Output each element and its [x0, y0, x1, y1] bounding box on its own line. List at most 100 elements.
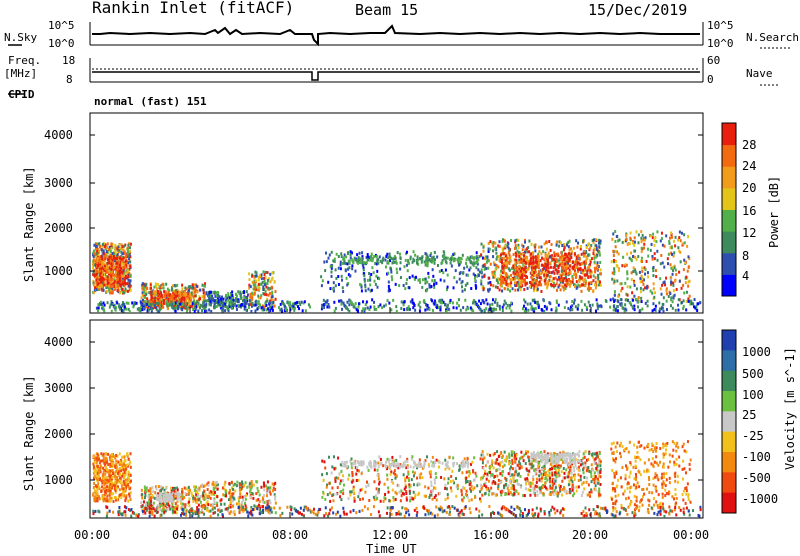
heatmap-cell [655, 275, 657, 278]
heatmap-cell [362, 307, 364, 310]
heatmap-cell [106, 250, 108, 253]
heatmap-cell [105, 276, 107, 279]
heatmap-cell [245, 498, 247, 501]
heatmap-cell [168, 505, 170, 508]
heatmap-cell [633, 267, 635, 270]
heatmap-cell [130, 243, 132, 246]
heatmap-cell [514, 281, 516, 284]
heatmap-cell [494, 301, 496, 304]
heatmap-cell [571, 275, 573, 278]
heatmap-cell [241, 501, 243, 504]
heatmap-cell [93, 244, 95, 247]
heatmap-cell [456, 307, 458, 310]
heatmap-cell [92, 263, 94, 266]
heatmap-cell [224, 309, 226, 312]
heatmap-cell [426, 308, 428, 311]
heatmap-cell [683, 299, 685, 302]
heatmap-cell [655, 240, 657, 243]
heatmap-cell [261, 273, 263, 276]
heatmap-cell [220, 301, 222, 304]
heatmap-cell [224, 503, 226, 506]
heatmap-cell [234, 303, 236, 306]
heatmap-cell [243, 296, 245, 299]
heatmap-cell [280, 303, 282, 306]
heatmap-cell [616, 235, 618, 238]
heatmap-cell [145, 283, 147, 286]
heatmap-cell [654, 236, 656, 239]
heatmap-cell [164, 494, 166, 497]
heatmap-cell [414, 309, 416, 312]
heatmap-cell [475, 266, 477, 269]
heatmap-cell [665, 289, 667, 292]
heatmap-cell [439, 270, 441, 273]
heatmap-cell [665, 234, 667, 237]
heatmap-cell [115, 454, 117, 457]
heatmap-cell [565, 273, 567, 276]
heatmap-cell [543, 274, 545, 277]
heatmap-cell [443, 255, 445, 258]
heatmap-cell [106, 485, 108, 488]
heatmap-cell [483, 287, 485, 290]
heatmap-cell [120, 285, 122, 288]
heatmap-cell [334, 258, 336, 261]
heatmap-cell [615, 260, 617, 263]
heatmap-cell [621, 264, 623, 267]
heatmap-cell [542, 264, 544, 267]
heatmap-cell [150, 291, 152, 294]
heatmap-cell [520, 260, 522, 263]
heatmap-cell [113, 500, 115, 503]
heatmap-cell [233, 484, 235, 487]
heatmap-cell [483, 301, 485, 304]
heatmap-cell [183, 496, 185, 499]
heatmap-cell [586, 246, 588, 249]
heatmap-cell [575, 260, 577, 263]
heatmap-cell [584, 273, 586, 276]
heatmap-cell [341, 275, 343, 278]
heatmap-cell [165, 499, 167, 502]
heatmap-cell [199, 289, 201, 292]
heatmap-cell [228, 491, 230, 494]
heatmap-cell [534, 285, 536, 288]
heatmap-cell [244, 502, 246, 505]
heatmap-cell [475, 261, 477, 264]
heatmap-cell [593, 274, 595, 277]
heatmap-cell [98, 259, 100, 262]
heatmap-cell [488, 259, 490, 262]
heatmap-cell [169, 499, 171, 502]
heatmap-cell [499, 305, 501, 308]
heatmap-cell [104, 462, 106, 465]
heatmap-cell [122, 288, 124, 291]
heatmap-cell [613, 259, 615, 262]
heatmap-cell [538, 250, 540, 253]
heatmap-cell [613, 272, 615, 275]
heatmap-cell [274, 495, 276, 498]
heatmap-cell [588, 275, 590, 278]
heatmap-cell [672, 300, 674, 303]
heatmap-cell [624, 303, 626, 306]
heatmap-cell [497, 286, 499, 289]
heatmap-cell [687, 280, 689, 283]
heatmap-cell [663, 266, 665, 269]
heatmap-cell [208, 297, 210, 300]
heatmap-cell [191, 494, 193, 497]
heatmap-cell [397, 251, 399, 254]
heatmap-cell [613, 267, 615, 270]
heatmap-cell [453, 252, 455, 255]
heatmap-cell [487, 282, 489, 285]
heatmap-cell [652, 258, 654, 261]
heatmap-cell [274, 498, 276, 501]
heatmap-cell [93, 284, 95, 287]
heatmap-cell [172, 504, 174, 507]
heatmap-cell [188, 492, 190, 495]
heatmap-cell [517, 239, 519, 242]
heatmap-cell [97, 479, 99, 482]
heatmap-cell [462, 306, 464, 309]
heatmap-cell [116, 481, 118, 484]
heatmap-cell [261, 306, 263, 309]
heatmap-cell [159, 293, 161, 296]
heatmap-cell [227, 292, 229, 295]
heatmap-cell [251, 302, 253, 305]
heatmap-cell [222, 305, 224, 308]
heatmap-cell [147, 300, 149, 303]
heatmap-cell [224, 483, 226, 486]
